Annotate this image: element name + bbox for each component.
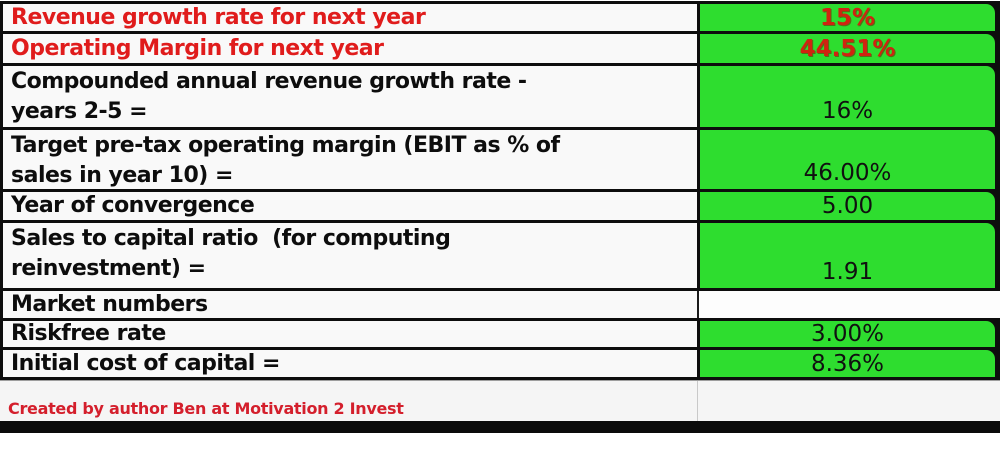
row-label-riskfree-rate[interactable]: Riskfree rate [3, 321, 697, 347]
table-row: Market numbers [3, 291, 1000, 321]
column-divider-line [697, 381, 698, 421]
row-value-cell-operating-margin[interactable]: 44.51% [697, 34, 1000, 63]
row-label-operating-margin[interactable]: Operating Margin for next year [3, 34, 697, 63]
assumptions-table: Revenue growth rate for next year 15% Op… [0, 1, 1000, 380]
cell-value: 46.00% [700, 130, 995, 189]
footer: Created by author Ben at Motivation 2 In… [0, 380, 1000, 421]
row-value-cell-target-margin[interactable]: 46.00% [697, 130, 1000, 189]
table-row: Revenue growth rate for next year 15% [3, 4, 1000, 34]
table-row: Riskfree rate 3.00% [3, 321, 1000, 350]
cell-value: 16% [700, 66, 995, 127]
row-label-sales-to-capital[interactable]: Sales to capital ratio (for computing re… [3, 223, 697, 288]
row-label-revenue-growth[interactable]: Revenue growth rate for next year [3, 4, 697, 31]
row-label-initial-cost-of-capital[interactable]: Initial cost of capital = [3, 350, 697, 377]
row-label-market-numbers[interactable]: Market numbers [3, 291, 697, 318]
row-value-cell-cagr-years-2-5[interactable]: 16% [697, 66, 1000, 127]
row-value-cell-revenue-growth[interactable]: 15% [697, 4, 1000, 31]
row-value-cell-riskfree-rate[interactable]: 3.00% [697, 321, 1000, 347]
row-value-cell-year-of-convergence[interactable]: 5.00 [697, 192, 1000, 220]
row-value-cell-sales-to-capital[interactable]: 1.91 [697, 223, 1000, 288]
cell-value: 15% [700, 4, 995, 31]
table-row: Target pre-tax operating margin (EBIT as… [3, 130, 1000, 192]
row-value-cell-market-numbers[interactable] [697, 291, 1000, 318]
table-row: Sales to capital ratio (for computing re… [3, 223, 1000, 291]
row-label-cagr-years-2-5[interactable]: Compounded annual revenue growth rate - … [3, 66, 697, 127]
table-row: Year of convergence 5.00 [3, 192, 1000, 223]
row-label-year-of-convergence[interactable]: Year of convergence [3, 192, 697, 220]
bottom-black-bar [0, 421, 1000, 433]
author-credit: Created by author Ben at Motivation 2 In… [8, 399, 404, 418]
cell-value: 1.91 [700, 223, 995, 288]
cell-value: 8.36% [700, 350, 995, 377]
table-row: Operating Margin for next year 44.51% [3, 34, 1000, 66]
table-row: Compounded annual revenue growth rate - … [3, 66, 1000, 130]
cell-value: 3.00% [700, 321, 995, 347]
cell-value: 44.51% [700, 34, 995, 63]
table-row: Initial cost of capital = 8.36% [3, 350, 1000, 380]
cell-value [699, 291, 1000, 318]
row-label-target-margin[interactable]: Target pre-tax operating margin (EBIT as… [3, 130, 697, 189]
cell-value: 5.00 [700, 192, 995, 220]
row-value-cell-initial-cost-of-capital[interactable]: 8.36% [697, 350, 1000, 377]
